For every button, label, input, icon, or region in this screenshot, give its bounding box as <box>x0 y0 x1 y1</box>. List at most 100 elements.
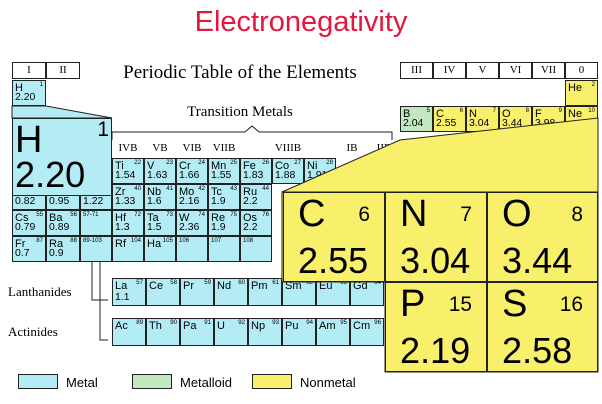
electronegativity: 1.88 <box>275 169 296 181</box>
element-symbol: Sm <box>285 280 302 292</box>
electronegativity: 2.04 <box>403 117 424 129</box>
element-cell: U 92 <box>214 318 248 346</box>
atomic-number: 91 <box>204 320 211 326</box>
element-symbol: H <box>15 119 43 161</box>
electronegativity: 1.1 <box>115 291 130 303</box>
element-symbol: O <box>502 193 532 235</box>
electronegativity: 2.16 <box>179 195 200 207</box>
group-header: IV <box>433 62 466 79</box>
element-symbol: Pu <box>285 320 299 332</box>
transition-bracket <box>111 125 393 140</box>
atomic-number: 60 <box>238 280 245 286</box>
element-cell: Re 75 1.9 <box>208 210 240 236</box>
element-symbol: Ha <box>147 238 162 250</box>
element-symbol: Ru <box>243 186 258 198</box>
electronegativity: 0.95 <box>49 195 70 207</box>
atomic-number: 63 <box>340 280 347 286</box>
element-cell: 89-103 <box>80 236 112 262</box>
element-cell: N 7 3.04 <box>385 192 487 282</box>
atomic-number: 25 <box>230 160 237 166</box>
element-cell: Ta 73 1.5 <box>144 210 176 236</box>
element-cell: Nb 41 1.6 <box>144 184 176 210</box>
atomic-number: 73 <box>166 212 173 218</box>
atomic-number: 26 <box>262 160 269 166</box>
atomic-number: 42 <box>198 186 205 192</box>
atomic-number: 104 <box>130 238 141 244</box>
group-header: II <box>46 62 80 79</box>
element-cell: Co 27 1.88 <box>272 158 304 184</box>
electronegativity: 1.66 <box>179 169 200 181</box>
electronegativity: 2.55 <box>436 117 457 129</box>
element-cell: C 6 2.55 <box>283 192 385 282</box>
element-cell: Tc 43 1.9 <box>208 184 240 210</box>
element-symbol: B <box>403 108 411 120</box>
element-cell: Mo 42 2.16 <box>176 184 208 210</box>
atomic-number: 7 <box>460 203 472 226</box>
element-symbol: C <box>298 193 326 235</box>
element-symbol: Ba <box>49 212 63 224</box>
atomic-number: 7 <box>492 108 496 114</box>
element-symbol: Nb <box>147 186 162 198</box>
element-cell: He 2 <box>565 80 598 106</box>
element-symbol: C <box>436 108 444 120</box>
legend-label: Nonmetal <box>300 375 356 390</box>
element-symbol: N <box>400 193 428 235</box>
atomic-number: 94 <box>306 320 313 326</box>
atomic-number: 72 <box>134 212 141 218</box>
element-cell: Hf 72 1.3 <box>112 210 144 236</box>
element-symbol: Re <box>211 212 226 224</box>
electronegativity: 0.7 <box>15 247 30 259</box>
group-header: VI <box>499 62 532 79</box>
atomic-number: 9 <box>558 108 562 114</box>
atomic-number: 16 <box>559 293 583 316</box>
group-header: VIIIB <box>274 142 302 154</box>
atomic-number: 15 <box>448 293 472 316</box>
element-symbol: F <box>535 108 542 120</box>
atomic-number: 92 <box>238 320 245 326</box>
element-cell: Cr 24 1.66 <box>176 158 208 184</box>
element-symbol: Eu <box>319 280 333 292</box>
atomic-number: 40 <box>134 186 141 192</box>
atomic-number: 28 <box>326 160 333 166</box>
atomic-number: 43 <box>230 186 237 192</box>
element-cell: Gd 64 <box>350 278 384 306</box>
atomic-number: 10 <box>588 108 595 114</box>
atomic-number: 90 <box>170 320 177 326</box>
electronegativity: 2.2 <box>243 195 258 207</box>
element-cell: Ti 22 1.54 <box>112 158 144 184</box>
electronegativity: 1.33 <box>115 195 136 207</box>
element-cell: Pa 91 <box>180 318 214 346</box>
electronegativity: 0.9 <box>49 247 64 259</box>
element-symbol: Ta <box>147 212 159 224</box>
electronegativity: 3.04 <box>469 117 490 129</box>
electronegativity: 1.9 <box>211 221 226 233</box>
element-symbol: Ac <box>115 320 128 332</box>
element-symbol: Np <box>251 320 266 332</box>
electronegativity: 3.98 <box>535 117 556 129</box>
element-cell: Am 95 <box>316 318 350 346</box>
atomic-number: 58 <box>170 280 177 286</box>
electronegativity: 3.04 <box>400 239 471 281</box>
atomic-number: 87 <box>36 238 43 244</box>
atomic-number: 106 <box>179 238 190 244</box>
element-symbol: W <box>179 212 190 224</box>
element-cell: Os 76 2.2 <box>240 210 272 236</box>
series-label: Actinides <box>8 324 58 339</box>
atomic-number: 56 <box>70 212 77 218</box>
atomic-number: 6 <box>459 108 463 114</box>
group-header: III <box>400 62 433 79</box>
legend-swatch <box>252 374 292 389</box>
element-symbol: Ti <box>115 160 124 172</box>
element-cell: Ac 89 <box>112 318 146 346</box>
element-cell: 106 <box>176 236 208 262</box>
element-symbol: N <box>469 108 477 120</box>
element-symbol: Pa <box>183 320 197 332</box>
element-cell: W 74 2.36 <box>176 210 208 236</box>
group-header: VIIB <box>212 142 236 154</box>
element-cell: 108 <box>240 236 272 262</box>
element-symbol: O <box>502 108 511 120</box>
atomic-number: 105 <box>162 238 173 244</box>
element-cell: Cs 55 0.79 <box>12 210 46 236</box>
atomic-number: 89 <box>136 320 143 326</box>
element-symbol: Mo <box>179 186 195 198</box>
